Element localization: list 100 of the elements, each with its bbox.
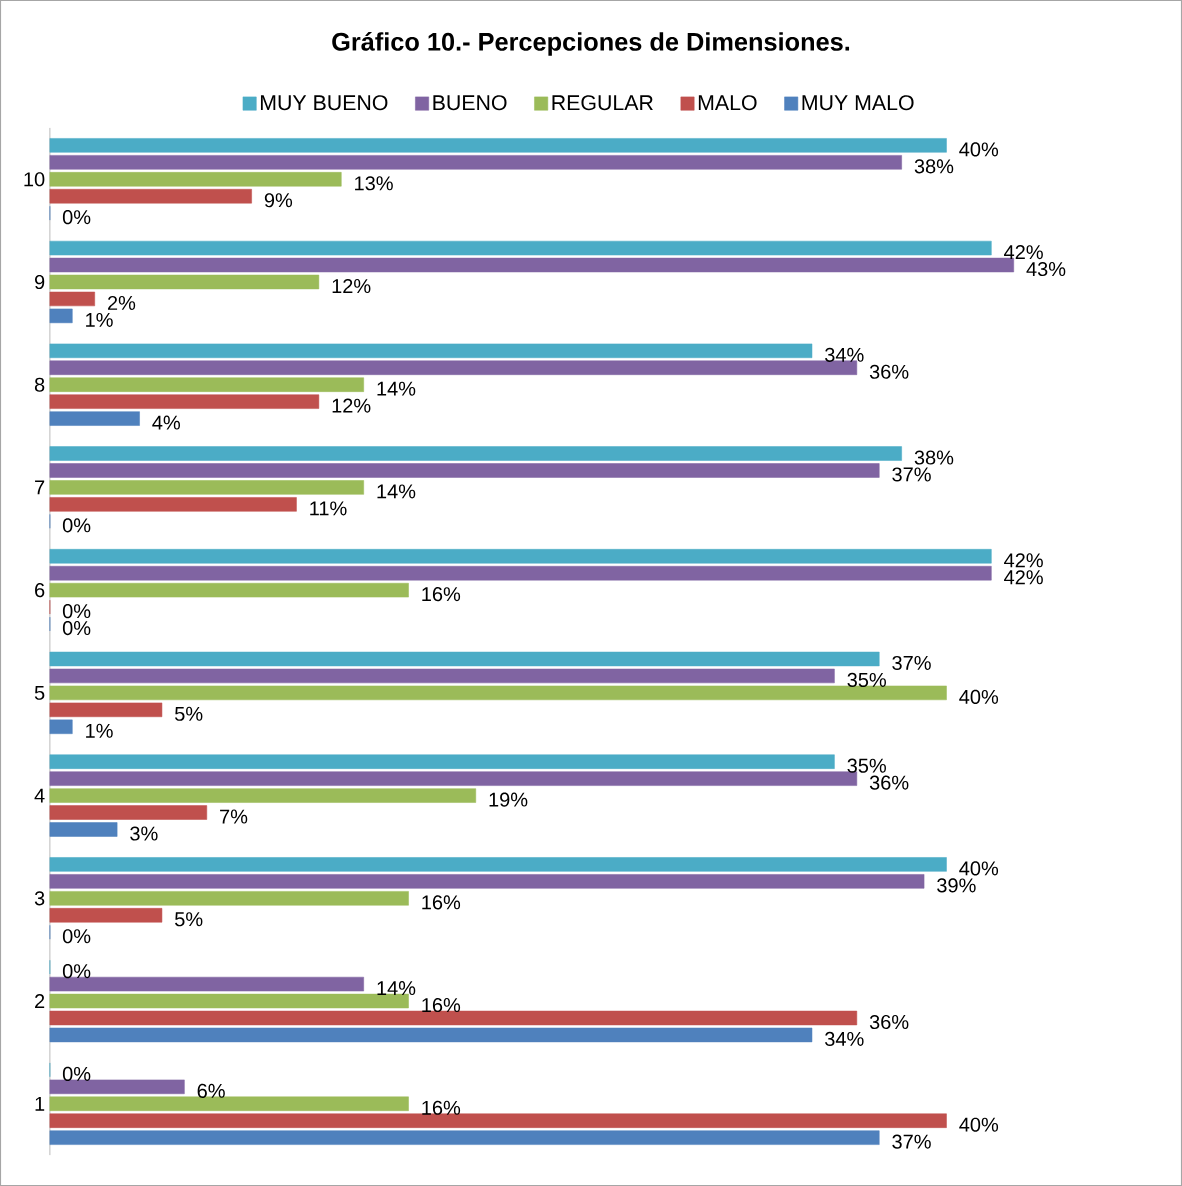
legend-label: MALO [698, 95, 757, 111]
data-label: 43% [1026, 261, 1066, 277]
data-label: 35% [847, 672, 886, 688]
data-label: 11% [310, 501, 347, 516]
bar [49, 1096, 409, 1111]
bar [49, 138, 947, 153]
data-label: 3% [130, 826, 158, 841]
y-tick-label: 6 [35, 583, 45, 598]
bar [49, 1130, 880, 1145]
data-label: 42% [1004, 553, 1043, 568]
bar [49, 411, 140, 426]
data-label: 37% [892, 655, 931, 671]
data-label: 19% [489, 792, 528, 807]
bar [49, 771, 858, 786]
bar [49, 1010, 858, 1026]
bar [49, 874, 925, 889]
bar [49, 274, 320, 290]
data-label: 34% [825, 1031, 864, 1047]
bar [49, 172, 342, 187]
data-label: 0% [62, 964, 91, 979]
bar [49, 719, 73, 734]
bar [49, 360, 858, 375]
legend-label: REGULAR [552, 95, 653, 111]
data-label: 42% [1004, 570, 1043, 585]
data-label: 6% [197, 1083, 225, 1098]
bar [49, 668, 835, 684]
data-label: 37% [892, 467, 931, 482]
data-label: 13% [355, 176, 393, 191]
data-label: 16% [422, 587, 461, 602]
bar [49, 685, 947, 701]
data-label: 36% [869, 364, 909, 379]
bar [49, 377, 364, 392]
data-label: 14% [377, 484, 416, 499]
data-label: 0% [62, 210, 91, 225]
bar [49, 189, 252, 204]
data-label: 40% [959, 1117, 999, 1132]
data-label: 7% [220, 809, 248, 824]
bar [49, 566, 992, 581]
data-label: 16% [422, 895, 461, 910]
legend-label: MUY BUENO [260, 95, 388, 111]
bar [49, 908, 163, 923]
data-label: 40% [959, 861, 999, 876]
data-label: 14% [377, 381, 416, 396]
y-tick-label: 5 [34, 685, 45, 700]
data-label: 12% [332, 278, 371, 294]
data-label: 35% [847, 758, 886, 773]
y-tick-label: 2 [35, 994, 45, 1009]
bar [49, 549, 992, 564]
data-label: 0% [62, 518, 91, 533]
bar [49, 497, 297, 512]
bar [49, 891, 409, 906]
data-label: 42% [1004, 245, 1043, 260]
data-label: 5% [175, 706, 203, 721]
y-tick-label: 8 [34, 377, 45, 392]
bar [49, 857, 947, 872]
bar [49, 1079, 185, 1095]
data-label: 1% [86, 312, 113, 327]
bar [49, 993, 409, 1009]
y-tick-label: 9 [34, 274, 45, 290]
bar [49, 343, 813, 359]
bar [49, 651, 880, 667]
data-label: 0% [62, 929, 91, 944]
bar [49, 1027, 813, 1043]
data-label: 40% [959, 689, 999, 704]
bar [49, 257, 1014, 273]
data-label: 16% [422, 997, 461, 1013]
data-label: 9% [264, 193, 293, 208]
data-label: 37% [892, 1134, 931, 1149]
bar [49, 394, 320, 409]
data-label: 2% [107, 295, 136, 310]
bar [49, 754, 835, 769]
y-tick-label: 1 [35, 1096, 45, 1111]
bar [49, 463, 880, 478]
bar [49, 582, 409, 598]
data-label: 36% [869, 775, 909, 790]
data-label: 4% [152, 415, 180, 430]
data-label: 1% [86, 723, 113, 738]
bar [49, 155, 902, 170]
y-tick-label: 4 [34, 788, 45, 803]
chart-title: Gráfico 10.- Percepciones de Dimensiones. [332, 31, 850, 56]
data-label: 0% [62, 620, 91, 636]
legend-label: BUENO [433, 95, 507, 111]
legend-label: MUY MALO [802, 95, 914, 111]
bar [49, 240, 992, 256]
bar [49, 822, 118, 837]
bar [49, 480, 364, 495]
data-label: 0% [62, 604, 91, 619]
bar [49, 805, 208, 820]
bar [49, 788, 477, 803]
y-tick-label: 3 [34, 891, 45, 906]
data-label: 0% [62, 1066, 91, 1081]
data-label: 36% [869, 1014, 909, 1030]
data-label: 5% [175, 912, 203, 927]
bar [49, 702, 163, 718]
data-label: 14% [377, 981, 416, 996]
data-label: 16% [422, 1100, 461, 1115]
bar [49, 291, 95, 307]
data-label: 39% [937, 878, 976, 893]
bar [49, 446, 902, 461]
data-label: 38% [914, 159, 954, 174]
